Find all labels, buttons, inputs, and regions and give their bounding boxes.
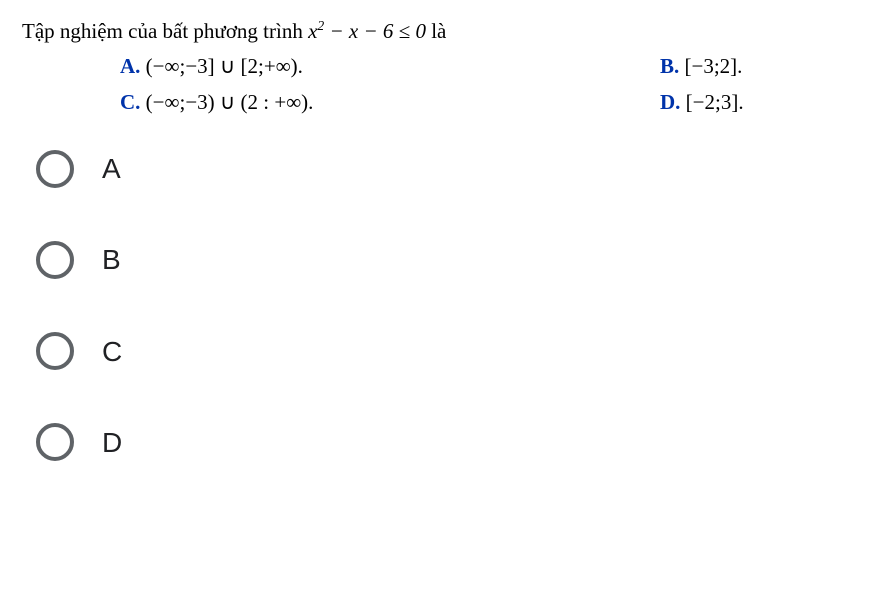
question-stem: Tập nghiệm của bất phương trình x2 − x −… [22, 16, 854, 46]
answer-option-b-label: B [102, 240, 121, 279]
radio-icon [36, 332, 74, 370]
answer-options: A B C D [22, 149, 854, 462]
choice-d: D. [−2;3]. [660, 88, 854, 117]
answer-option-b[interactable]: B [36, 240, 854, 279]
choices-grid: A. (−∞;−3] ∪ [2;+∞). B. [−3;2]. C. (−∞;−… [22, 52, 854, 117]
answer-option-a[interactable]: A [36, 149, 854, 188]
radio-icon [36, 241, 74, 279]
choice-a-label: A. [120, 54, 140, 78]
question-block: Tập nghiệm của bất phương trình x2 − x −… [22, 16, 854, 117]
choice-a: A. (−∞;−3] ∪ [2;+∞). [120, 52, 660, 81]
choice-c: C. (−∞;−3) ∪ (2 : +∞). [120, 88, 660, 117]
stem-math: x2 − x − 6 ≤ 0 [308, 19, 426, 43]
answer-option-a-label: A [102, 149, 121, 188]
choice-d-label: D. [660, 90, 680, 114]
choice-b-text: [−3;2]. [685, 54, 743, 78]
choice-b: B. [−3;2]. [660, 52, 854, 81]
choice-c-label: C. [120, 90, 140, 114]
answer-option-c-label: C [102, 332, 122, 371]
radio-icon [36, 150, 74, 188]
stem-prefix: Tập nghiệm của bất phương trình [22, 19, 308, 43]
stem-suffix: là [426, 19, 446, 43]
choice-d-text: [−2;3]. [686, 90, 744, 114]
choice-b-label: B. [660, 54, 679, 78]
answer-option-c[interactable]: C [36, 332, 854, 371]
choice-c-text: (−∞;−3) ∪ (2 : +∞). [146, 90, 314, 114]
answer-option-d-label: D [102, 423, 122, 462]
radio-icon [36, 423, 74, 461]
choice-a-text: (−∞;−3] ∪ [2;+∞). [146, 54, 303, 78]
answer-option-d[interactable]: D [36, 423, 854, 462]
